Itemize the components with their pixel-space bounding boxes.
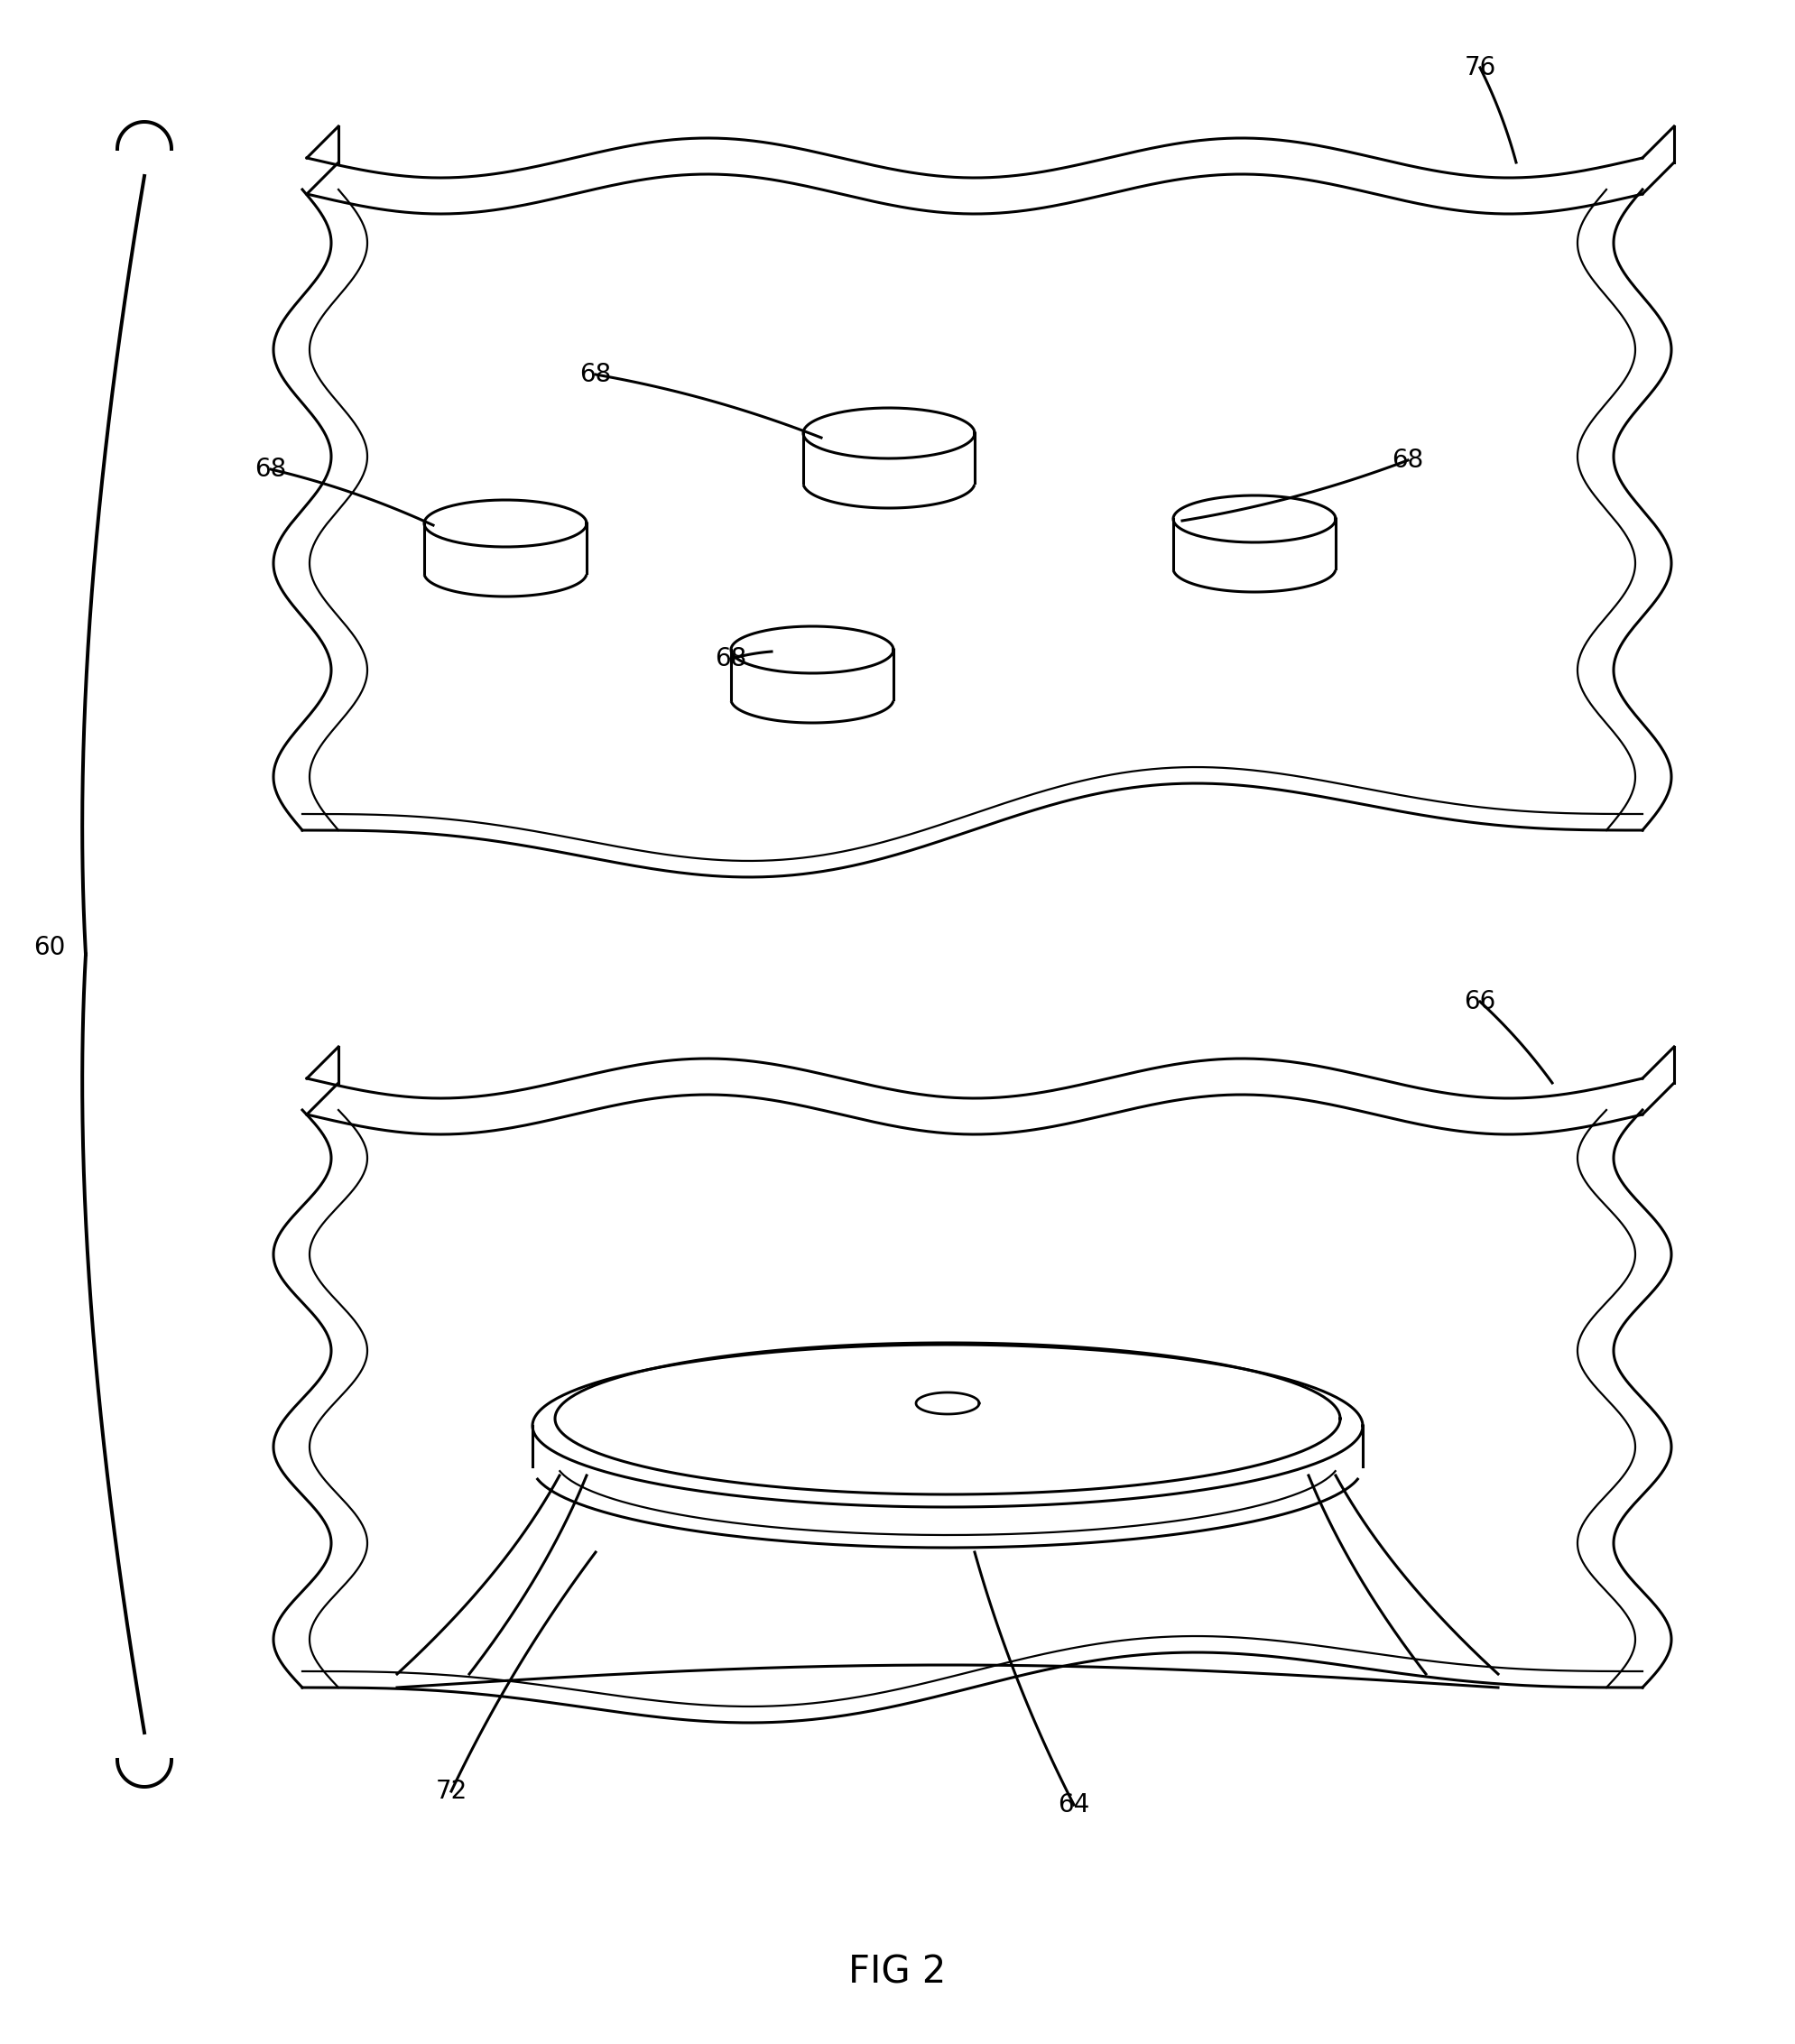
Text: 68: 68	[580, 362, 612, 386]
Text: 72: 72	[436, 1778, 467, 1805]
Text: 68: 68	[714, 646, 747, 670]
Text: 68: 68	[1391, 448, 1423, 472]
Text: 66: 66	[1465, 989, 1495, 1014]
Text: FIG 2: FIG 2	[849, 1952, 946, 1991]
Text: 76: 76	[1465, 55, 1495, 80]
Text: 68: 68	[255, 456, 287, 482]
Text: 60: 60	[34, 934, 66, 961]
Text: 64: 64	[1057, 1793, 1090, 1817]
